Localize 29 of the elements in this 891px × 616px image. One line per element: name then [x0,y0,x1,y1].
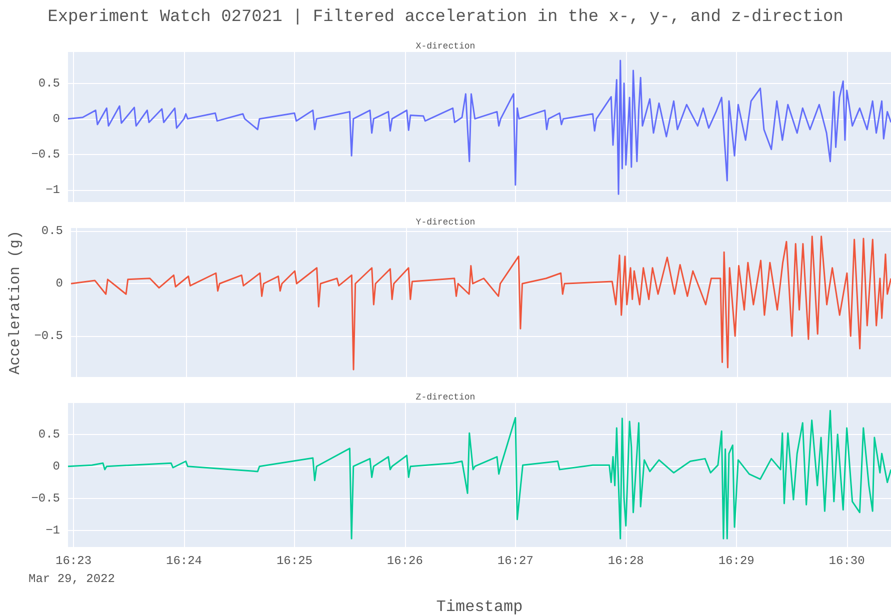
x-tick-label: 16:24 [166,554,202,568]
y-tick-label: 0.5 [38,76,60,90]
y-tick-label: 0.5 [41,224,63,238]
y-tick-label: 0 [52,459,60,474]
chart-subtitle: X-direction [416,42,476,52]
y-tick-label: −0.5 [34,329,63,344]
chart-subtitle: Y-direction [416,218,476,228]
x-tick-label: 16:25 [276,554,312,568]
y-tick-label: −0.5 [31,147,60,162]
chart-subtitle: Z-direction [416,392,476,402]
x-tick-label: 16:29 [718,554,754,568]
y-axis-title: Acceleration (g) [7,230,24,375]
x-tick-label: 16:27 [497,554,534,568]
y-tick-label: −0.5 [31,491,60,506]
x-tick-label: 16:26 [386,554,423,568]
x-tick-label: 16:23 [56,554,92,568]
y-tick-label: 0 [56,276,63,291]
line-series [67,410,891,540]
line-series [70,236,891,370]
x-tick-label: 16:28 [608,554,644,568]
chart-title: Experiment Watch 027021 | Filtered acceleration in the x-, y-, and z-direction [48,8,844,27]
y-tick-label: 0 [52,112,60,126]
line-series [67,60,891,195]
x-tick-label: 16:30 [828,554,865,568]
y-tick-label: 0.5 [38,427,60,442]
y-tick-label: −1 [46,182,60,197]
x-axis-title: Timestamp [436,598,523,616]
text: Mar 29, 2022 [28,572,115,586]
y-tick-label: −1 [46,523,60,538]
